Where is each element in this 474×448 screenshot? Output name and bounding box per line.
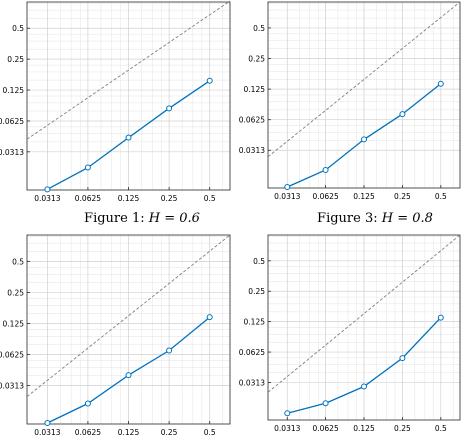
data-point-marker <box>125 134 132 141</box>
figure-1-caption-math: H = 0.6 <box>148 211 200 226</box>
data-point-marker <box>322 400 329 407</box>
y-tick-label: 0.5 <box>253 24 265 33</box>
x-tick-label: 0.0313 <box>34 194 60 203</box>
data-point-marker <box>44 186 51 193</box>
y-tick-label: 0.0313 <box>0 382 24 391</box>
y-tick-label: 0.25 <box>7 55 24 64</box>
y-tick-label: 0.0625 <box>0 117 24 126</box>
x-tick-label: 0.0625 <box>312 192 338 201</box>
reference-dashed-line <box>267 234 461 393</box>
data-point-marker <box>206 314 213 321</box>
x-tick-label: 0.0625 <box>75 194 101 203</box>
plot-1: 0.0313 0.0625 0.125 0.25 0.5 0.0313 0.0625 0.12… <box>0 0 231 203</box>
x-tick-label: 0.5 <box>204 428 216 437</box>
data-point-marker <box>44 419 51 426</box>
figure-3-caption-math: H = 0.8 <box>381 211 433 226</box>
y-tick-label: 0.125 <box>3 320 25 329</box>
x-tick-label: 0.0625 <box>75 428 101 437</box>
y-tick-label: 0.0313 <box>239 378 265 387</box>
x-tick-label: 0.25 <box>394 192 411 201</box>
x-tick-label: 0.25 <box>394 424 411 433</box>
reference-dashed-line <box>26 234 231 397</box>
y-tick-label: 0.0625 <box>239 116 265 125</box>
data-point-marker <box>361 136 368 143</box>
data-point-marker <box>166 347 173 354</box>
x-tick-label: 0.125 <box>353 424 375 433</box>
x-tick-label: 0.5 <box>435 192 447 201</box>
plot-2: 0.0313 0.0625 0.125 0.25 0.5 0.0313 0.0625 0.12… <box>239 1 461 201</box>
data-point-marker <box>284 410 291 417</box>
x-tick-label: 0.5 <box>435 424 447 433</box>
y-tick-label: 0.0625 <box>0 351 24 360</box>
figure-1-caption-prefix: Figure 1: <box>84 211 145 226</box>
data-point-marker <box>437 314 444 321</box>
data-point-marker <box>166 105 173 112</box>
y-tick-label: 0.5 <box>253 257 265 266</box>
x-tick-label: 0.0625 <box>312 424 338 433</box>
figure-3-caption: Figure 3: H = 0.8 <box>290 211 460 226</box>
data-point-marker <box>84 400 91 407</box>
y-tick-label: 0.0313 <box>0 148 24 157</box>
y-tick-label: 0.125 <box>3 86 25 95</box>
plot-3: 0.0313 0.0625 0.125 0.25 0.5 0.0313 0.0625 0.12… <box>0 234 231 437</box>
x-tick-label: 0.25 <box>161 194 178 203</box>
x-tick-label: 0.25 <box>161 428 178 437</box>
plot-4: 0.0313 0.0625 0.125 0.25 0.5 0.0313 0.0625 0.12… <box>239 234 461 433</box>
data-point-marker <box>399 111 406 118</box>
data-point-marker <box>322 166 329 173</box>
x-tick-label: 0.125 <box>353 192 375 201</box>
x-tick-label: 0.125 <box>118 194 140 203</box>
y-tick-label: 0.5 <box>12 24 24 33</box>
data-point-marker <box>361 383 368 390</box>
reference-dashed-line <box>26 0 231 140</box>
y-tick-label: 0.5 <box>12 257 24 266</box>
y-tick-label: 0.125 <box>244 85 266 94</box>
x-tick-label: 0.0313 <box>274 424 300 433</box>
data-point-marker <box>437 80 444 87</box>
x-tick-label: 0.0313 <box>34 428 60 437</box>
x-tick-label: 0.0313 <box>274 192 300 201</box>
reference-dashed-line <box>267 1 461 158</box>
data-point-marker <box>284 184 291 191</box>
y-tick-label: 0.25 <box>7 288 24 297</box>
data-point-marker <box>84 164 91 171</box>
x-tick-label: 0.125 <box>118 428 140 437</box>
y-tick-label: 0.25 <box>248 287 265 296</box>
figure-3-caption-prefix: Figure 3: <box>317 211 378 226</box>
figure-1-caption: Figure 1: H = 0.6 <box>57 211 227 226</box>
y-tick-label: 0.125 <box>244 318 266 327</box>
x-tick-label: 0.5 <box>204 194 216 203</box>
data-point-marker <box>125 372 132 379</box>
y-tick-label: 0.25 <box>248 55 265 64</box>
data-point-marker <box>206 77 213 84</box>
y-tick-label: 0.0625 <box>239 348 265 357</box>
data-point-marker <box>399 355 406 362</box>
y-tick-label: 0.0313 <box>239 146 265 155</box>
